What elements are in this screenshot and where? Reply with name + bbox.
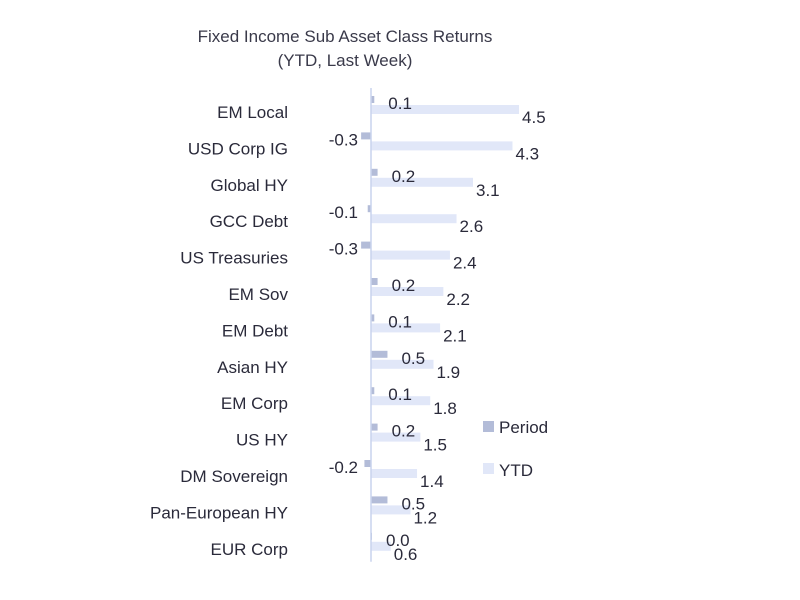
chart-subtitle: (YTD, Last Week) [278,51,413,70]
value-label-period: -0.3 [329,240,358,259]
category-label: US HY [236,431,288,450]
bar-period [361,241,371,249]
bar-ytd [371,323,441,333]
bar-period [371,314,375,322]
value-label-ytd: 2.2 [446,290,470,309]
value-label-ytd: 4.5 [522,108,546,127]
value-label-period: 0.1 [388,312,412,331]
bar-ytd [371,396,431,406]
value-label-period: 0.2 [392,167,416,186]
value-label-ytd: 1.2 [413,508,437,527]
value-label-ytd: 4.3 [515,144,539,163]
value-label-period: 0.2 [392,276,416,295]
category-label: USD Corp IG [188,139,288,158]
bar-period [371,387,375,395]
bar-period [371,423,378,431]
bar-ytd [371,250,450,260]
legend: Period YTD [483,418,548,480]
value-label-period: -0.1 [329,203,358,222]
bar-ytd [371,541,391,551]
value-label-ytd: 1.5 [423,436,447,455]
legend-swatch-ytd [483,463,494,474]
bar-ytd [371,359,434,369]
category-label: GCC Debt [210,212,289,231]
category-label: EM Corp [221,394,288,413]
value-label-ytd: 1.8 [433,399,457,418]
category-label: DM Sovereign [180,467,288,486]
value-label-ytd: 1.9 [437,363,461,382]
bar-ytd [371,469,418,478]
bar-period [364,460,371,467]
bar-ytd [371,214,457,224]
chart-title: Fixed Income Sub Asset Class Returns [198,27,493,46]
category-label: EM Local [217,103,288,122]
category-label: EM Sov [228,285,288,304]
category-label: EM Debt [222,321,288,340]
value-label-ytd: 2.1 [443,326,467,345]
value-label-period: 0.2 [392,422,416,441]
bar-period [371,496,388,504]
bar-period [367,205,371,213]
value-label-period: 0.1 [388,385,412,404]
value-label-ytd: 2.6 [460,217,484,236]
category-labels: EM Local USD Corp IG Global HY GCC Debt US T… [150,103,288,559]
bar-ytd [371,505,411,515]
value-label-ytd: 0.6 [394,545,418,564]
bar-period [371,168,378,176]
legend-label-period: Period [499,418,548,437]
value-label-ytd: 1.4 [420,472,444,491]
value-label-period: -0.2 [329,458,358,477]
value-label-period: 0.1 [388,94,412,113]
bar-period [361,132,371,140]
bar-ytd [371,105,520,114]
category-label: EUR Corp [211,540,288,559]
value-label-period: 0.5 [401,349,425,368]
bars-group [361,96,520,551]
bar-period [371,350,388,358]
value-label-ytd: 3.1 [476,181,500,200]
value-label-period: -0.3 [329,130,358,149]
bar-period [371,96,375,103]
legend-swatch-period [483,421,494,432]
category-label: Global HY [211,176,288,195]
bar-ytd [371,141,513,151]
value-labels: 0.1 4.5 -0.3 4.3 0.2 3.1 -0.1 2.6 -0.3 2.4 0.2 2.2 0… [329,94,546,564]
bar-ytd [371,432,421,442]
category-label: US Treasuries [180,249,288,268]
category-label: Asian HY [217,358,288,377]
value-label-ytd: 2.4 [453,254,477,273]
legend-label-ytd: YTD [499,461,533,480]
bar-ytd [371,287,444,296]
bar-period [371,278,378,285]
value-label-period: 0.5 [401,494,425,513]
category-label: Pan-European HY [150,503,288,522]
bar-ytd [371,177,473,187]
value-label-period: 0.0 [386,531,410,550]
